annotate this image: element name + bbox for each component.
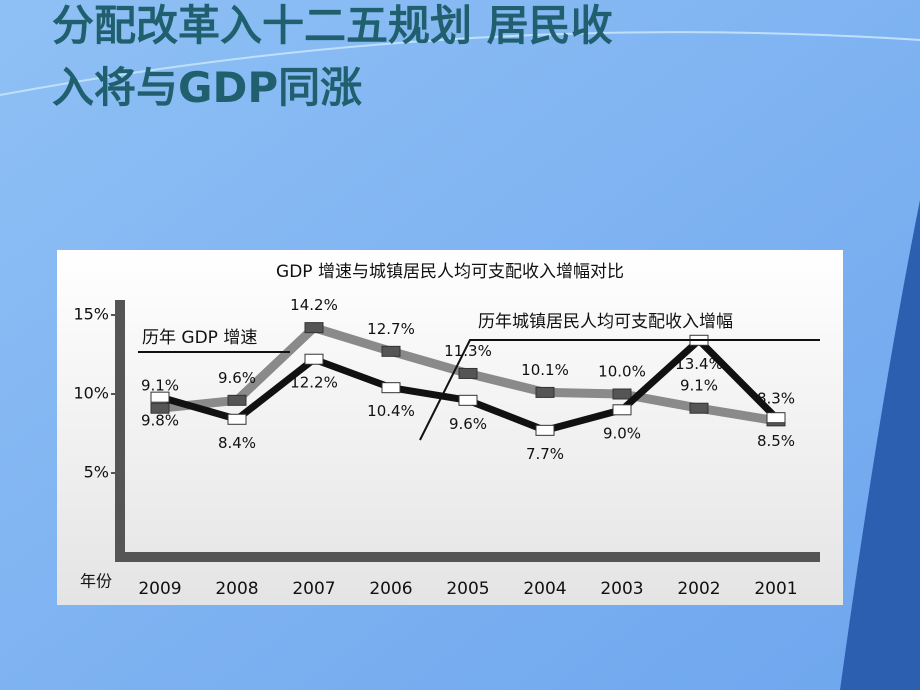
data-label: 8.3%: [757, 389, 795, 407]
x-tick-label: 2006: [369, 579, 412, 599]
chart-panel: [57, 250, 843, 605]
data-label: 10.4%: [367, 402, 415, 420]
point-marker: [689, 402, 709, 414]
data-label: 9.6%: [218, 369, 256, 387]
legend-entry: 历年城镇居民人均可支配收入增幅: [478, 312, 733, 332]
x-axis-label: 年份: [80, 572, 112, 591]
point-marker: [227, 413, 247, 425]
x-tick-label: 2001: [754, 579, 797, 599]
data-label: 9.8%: [141, 412, 179, 430]
point-marker: [535, 386, 555, 398]
point-marker: [458, 367, 478, 379]
point-marker: [304, 322, 324, 334]
point-marker: [612, 404, 632, 416]
x-tick-label: 2002: [677, 579, 720, 599]
point-marker: [150, 402, 170, 414]
x-tick-label: 2004: [523, 579, 566, 599]
point-marker: [304, 353, 324, 365]
y-tick-label: 10%: [73, 384, 109, 403]
point-marker: [150, 391, 170, 403]
data-label: 12.7%: [367, 320, 415, 338]
legend-rule: [419, 339, 820, 441]
x-tick-label: 2005: [446, 579, 489, 599]
data-label: 8.4%: [218, 434, 256, 452]
point-marker: [381, 345, 401, 357]
data-label: 9.1%: [680, 377, 718, 395]
data-label: 11.3%: [444, 342, 492, 360]
decor-corner: [840, 200, 920, 690]
point-marker: [458, 394, 478, 406]
y-tick-label: 15%: [73, 305, 109, 324]
data-label: 7.7%: [526, 445, 564, 463]
x-axis: [115, 552, 820, 562]
point-marker: [381, 382, 401, 394]
data-label: 9.6%: [449, 415, 487, 433]
data-label: 13.4%: [675, 355, 723, 373]
data-label: 10.0%: [598, 363, 646, 381]
data-label: 9.1%: [141, 377, 179, 395]
point-marker: [227, 394, 247, 406]
chart-title: GDP 增速与城镇居民人均可支配收入增幅对比: [276, 262, 624, 282]
y-axis: [115, 300, 125, 560]
data-label: 9.0%: [603, 424, 641, 442]
data-label: 12.2%: [290, 374, 338, 392]
x-tick-label: 2003: [600, 579, 643, 599]
data-label: 10.1%: [521, 361, 569, 379]
point-marker: [612, 388, 632, 400]
legend-entry: 历年 GDP 增速: [142, 328, 257, 348]
slide-title: 分配改革入十二五规划 居民收入将与GDP同涨: [52, 1, 613, 112]
data-label: 8.5%: [757, 432, 795, 450]
decor-curve: [0, 31, 920, 96]
point-marker: [535, 424, 555, 436]
x-tick-label: 2008: [215, 579, 258, 599]
point-marker: [766, 412, 786, 424]
x-tick-label: 2009: [138, 579, 181, 599]
x-tick-label: 2007: [292, 579, 335, 599]
y-tick-label: 5%: [84, 463, 109, 482]
data-label: 14.2%: [290, 296, 338, 314]
